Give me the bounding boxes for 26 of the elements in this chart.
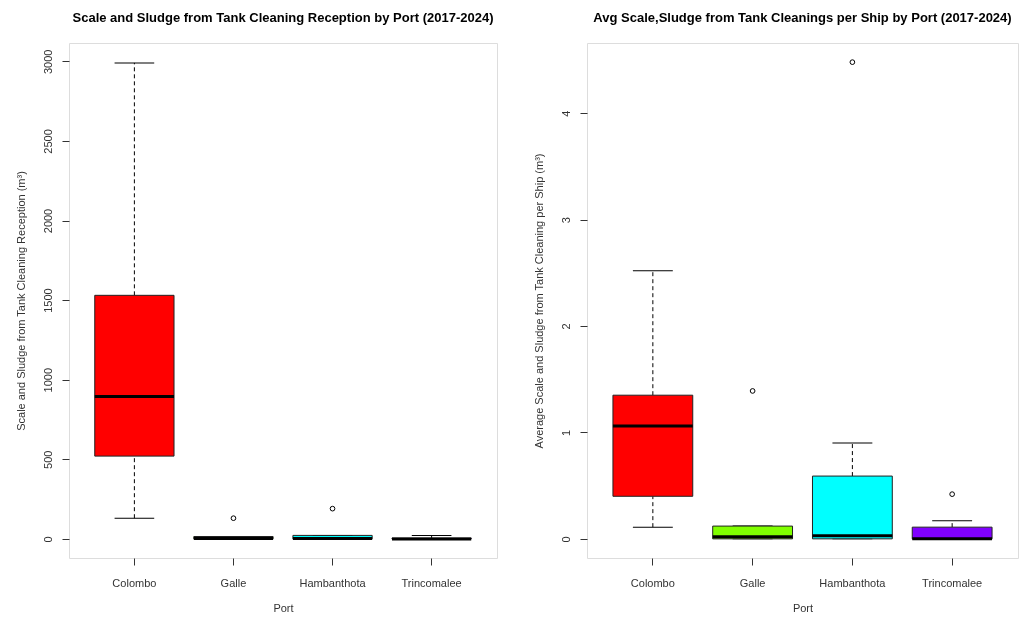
- x-axis-title: Port: [792, 601, 814, 614]
- y-tick-label: 0: [559, 536, 572, 543]
- x-tick-label: Hambanthota: [299, 576, 367, 589]
- y-tick-label: 4: [559, 110, 572, 117]
- chart-title: Avg Scale,Sludge from Tank Cleanings per Ship by Port (2017-2024): [593, 10, 1012, 25]
- x-tick-label: Colombo: [630, 576, 675, 589]
- x-tick-label: Galle: [739, 576, 766, 589]
- y-tick-label: 1: [559, 429, 572, 436]
- y-tick-label: 3000: [41, 49, 54, 75]
- x-tick-label: Galle: [220, 576, 247, 589]
- y-tick-label: 500: [41, 450, 54, 469]
- x-tick-label: Hambanthota: [819, 576, 887, 589]
- y-axis-title: Scale and Sludge from Tank Cleaning Reception (m³): [14, 171, 27, 431]
- y-tick-label: 2500: [41, 129, 54, 154]
- y-axis-title: Average Scale and Sludge from Tank Cleaning per Ship (m³): [532, 153, 545, 449]
- y-tick-label: 2000: [41, 208, 54, 234]
- y-tick-label: 1000: [41, 367, 54, 393]
- y-tick-label: 1500: [41, 288, 54, 313]
- y-tick-label: 0: [41, 536, 54, 543]
- x-tick-label: Colombo: [112, 576, 157, 589]
- x-axis-title: Port: [273, 601, 294, 614]
- x-tick-label: Trincomalee: [401, 576, 462, 589]
- chart-title: Scale and Sludge from Tank Cleaning Reception by Port (2017-2024): [72, 10, 494, 25]
- x-tick-label: Trincomalee: [922, 576, 983, 589]
- y-tick-label: 3: [559, 217, 572, 224]
- y-tick-label: 2: [559, 323, 572, 330]
